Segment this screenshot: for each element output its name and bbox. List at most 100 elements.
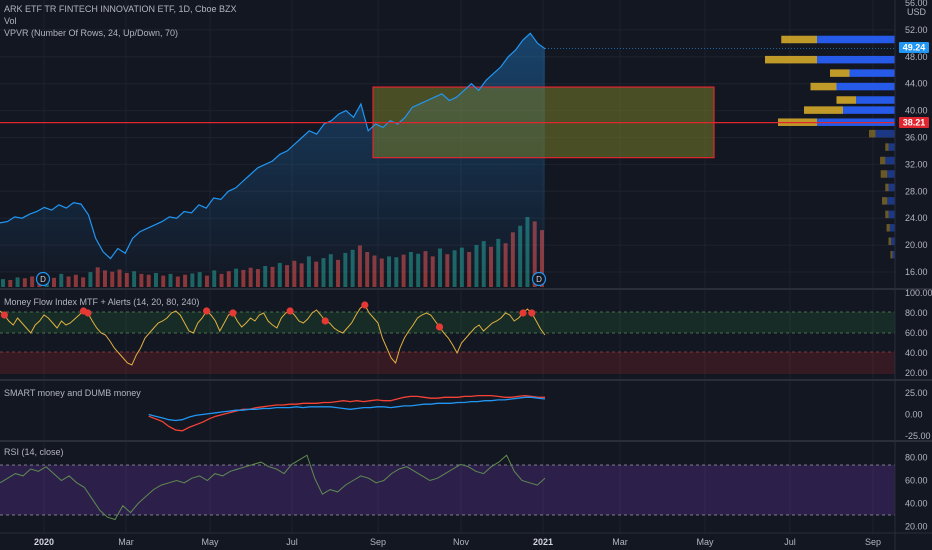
volume-bar [183, 274, 188, 287]
volume-bar [270, 266, 275, 287]
profile-down-bar [885, 143, 889, 151]
smart-dumb-legend[interactable]: SMART money and DUMB money [4, 388, 141, 398]
rsi-tick-label: 40.00 [905, 498, 928, 508]
price-tick-label: 24.00 [905, 213, 928, 223]
volume-bar [110, 271, 115, 287]
profile-down-bar [885, 210, 889, 219]
volume-bar [204, 275, 209, 287]
profile-up-bar [849, 69, 895, 77]
profile-down-bar [880, 170, 888, 178]
mfi-legend[interactable]: Money Flow Index MTF + Alerts (14, 20, 8… [4, 297, 200, 307]
profile-up-bar [856, 96, 895, 104]
time-tick-label: 2021 [533, 537, 553, 547]
volume-bar [175, 276, 180, 287]
profile-up-bar [875, 129, 895, 138]
dividend-badge-left[interactable]: D [35, 271, 51, 287]
volume-bar [314, 261, 319, 287]
mfi-alert-marker [528, 309, 536, 317]
time-tick-label: 2020 [34, 537, 54, 547]
rsi-tick-label: 80.00 [905, 452, 928, 462]
mfi-alert-marker [361, 301, 369, 309]
dividend-badge-label: D [40, 275, 46, 284]
profile-down-bar [804, 106, 843, 114]
volume-bar [88, 272, 93, 287]
profile-up-bar [888, 210, 895, 219]
volume-bar [292, 260, 297, 287]
time-tick-label: Nov [453, 537, 470, 547]
rsi-legend[interactable]: RSI (14, close) [4, 447, 64, 457]
last-price-tag: 49.24 [899, 42, 929, 53]
profile-down-bar [882, 197, 888, 205]
profile-down-bar [765, 55, 817, 64]
rsi-tick-label: 60.00 [905, 475, 928, 485]
time-tick-label: Sep [370, 537, 386, 547]
time-tick-label: Mar [612, 537, 628, 547]
smart-tick-label: 0.00 [905, 410, 923, 420]
time-tick-label: Jul [784, 537, 796, 547]
price-tick-label: 28.00 [905, 186, 928, 196]
price-axis[interactable]: 56.00 52.00 48.00 44.00 40.00 36.00 32.00 28.00… [905, 0, 932, 531]
volume-bar [241, 269, 246, 287]
profile-down-bar [830, 69, 850, 77]
smart-tick-label: -25.00 [905, 431, 931, 441]
mfi-tick-label: 80.00 [905, 308, 928, 318]
volume-bar [277, 262, 282, 287]
price-tick-label: 48.00 [905, 52, 928, 62]
time-tick-label: Jul [286, 537, 298, 547]
volume-bar [248, 267, 253, 287]
volume-bar [219, 273, 224, 287]
time-tick-label: Sep [865, 537, 881, 547]
vpvr-legend[interactable]: VPVR (Number Of Rows, 24, Up/Down, 70) [4, 28, 179, 38]
price-tick-label: 20.00 [905, 240, 928, 250]
volume-bar [263, 266, 268, 287]
profile-down-bar [781, 35, 817, 44]
volume-bar [117, 269, 122, 287]
volume-bar [379, 258, 384, 287]
volume-bar [336, 259, 341, 287]
vol-legend[interactable]: Vol [4, 16, 17, 26]
mfi-oversold-band [0, 352, 895, 374]
rsi-line [0, 454, 546, 521]
profile-up-bar [843, 106, 895, 114]
profile-down-bar [890, 250, 893, 259]
volume-bar [139, 273, 144, 287]
time-axis[interactable]: 2020 Mar May Jul Sep Nov 2021 Mar May Jul Sep [34, 537, 881, 547]
mfi-alert-marker [229, 309, 237, 317]
hline-price-tag: 38.21 [899, 117, 929, 128]
symbol-legend[interactable]: ARK ETF TR FINTECH INNOVATION ETF, 1D, C… [4, 4, 237, 14]
mfi-alert-marker [286, 307, 294, 315]
dividend-badge-right[interactable]: D [531, 271, 547, 287]
mfi-overbought-band [0, 312, 895, 333]
mfi-tick-label: 40.00 [905, 348, 928, 358]
volume-bar [197, 272, 202, 287]
profile-up-bar [836, 82, 895, 91]
volume-bar [394, 257, 399, 287]
mfi-alert-marker [321, 317, 329, 325]
volume-bar [190, 273, 195, 287]
profile-down-bar [869, 129, 876, 138]
volume-bar [8, 280, 13, 287]
price-tick-label: 56.00 [905, 0, 928, 8]
volume-bar [52, 277, 56, 287]
volume-bar [1, 279, 5, 287]
mfi-tick-label: 20.00 [905, 368, 928, 378]
profile-down-bar [886, 224, 890, 232]
volume-bar [321, 258, 326, 287]
profile-up-bar [817, 35, 895, 44]
profile-up-bar [817, 55, 895, 64]
profile-up-bar [889, 224, 895, 232]
profile-up-bar [888, 143, 895, 151]
dividend-badge-label: D [536, 275, 542, 284]
price-line [0, 32, 546, 260]
rsi-band [0, 465, 895, 515]
volume-bar [226, 271, 231, 287]
profile-up-bar [891, 237, 895, 245]
profile-up-bar [892, 250, 895, 259]
volume-bar [59, 273, 64, 287]
volume-bar [161, 275, 166, 287]
volume-bar [255, 269, 260, 287]
profile-up-bar [887, 170, 895, 178]
price-tick-label: 40.00 [905, 106, 928, 116]
mfi-line [0, 304, 546, 366]
